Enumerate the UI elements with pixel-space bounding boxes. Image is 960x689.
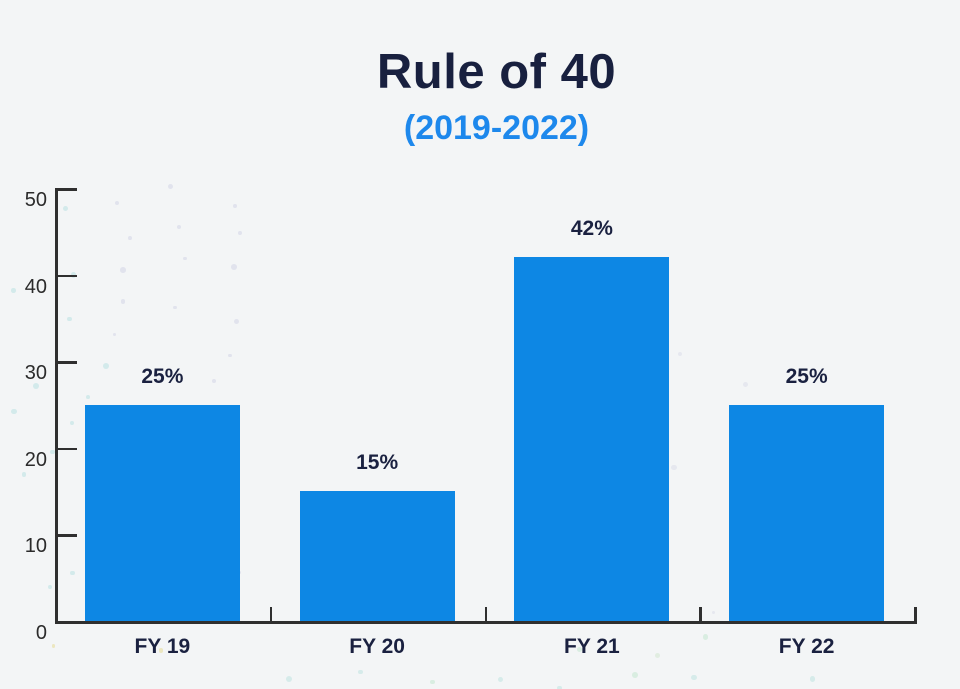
decorative-dot [120,266,127,273]
y-axis-tick-label: 30 [24,362,47,385]
y-axis-tick [55,274,77,278]
category-label: FY 20 [349,635,405,658]
decorative-dot [429,679,435,685]
decorative-dot [358,669,363,675]
y-axis-tick [55,361,77,364]
decorative-dot [576,647,582,653]
decorative-dot [632,672,638,678]
y-axis-line [55,188,58,624]
decorative-dot [677,351,683,357]
x-axis-tick [484,607,487,621]
decorative-dot [112,333,117,337]
decorative-dot [70,570,75,576]
decorative-dot [711,610,715,614]
category-label: FY 21 [564,635,620,658]
decorative-dot [654,653,660,658]
decorative-dot [237,231,242,236]
y-axis-tick-label: 20 [24,448,47,471]
x-axis-tick [914,607,917,621]
decorative-dot [168,184,174,190]
decorative-dot [115,200,120,205]
y-axis-tick [55,534,77,537]
category-label: FY 19 [134,635,191,658]
decorative-dot [11,288,16,293]
y-axis-tick-label: 10 [24,535,47,558]
decorative-dot [497,676,504,682]
decorative-dot [702,634,709,641]
bar [299,491,455,621]
bar [729,404,885,621]
y-axis-tick-label: 0 [35,622,47,644]
bar [84,404,240,621]
y-axis-tick-label: 40 [24,275,47,298]
decorative-dot [21,472,27,477]
decorative-dot [671,465,677,471]
y-axis-tick [55,188,77,191]
category-label: FY 22 [778,635,835,658]
bar-value-label: 42% [570,217,613,241]
decorative-dot [227,353,232,358]
decorative-dot [231,263,237,270]
decorative-dot [809,676,816,682]
decorative-dot [286,676,293,683]
decorative-dot [33,382,39,389]
decorative-dot [102,362,109,369]
decorative-dot [743,382,749,388]
decorative-dot [176,224,181,229]
y-axis-tick [55,447,77,451]
decorative-dot [157,377,161,382]
bar-value-label: 15% [356,451,399,475]
y-axis-tick-label: 50 [24,189,47,211]
decorative-dot [557,685,562,689]
decorative-dot [128,236,133,241]
bar-value-label: 25% [141,364,184,388]
decorative-dot [691,674,697,680]
bar [514,257,670,621]
x-axis-tick [269,607,273,621]
decorative-dot [67,316,72,322]
decorative-dot [50,449,55,454]
chart-title: Rule of 40 [376,45,617,99]
decorative-dot [233,318,239,324]
bar-value-label: 25% [785,364,828,388]
decorative-dot [120,299,126,304]
decorative-dot [63,205,69,211]
x-axis-line [55,621,917,624]
decorative-dot [233,204,237,208]
decorative-dot [173,305,177,310]
x-axis-tick [699,607,702,621]
decorative-dot [51,643,56,648]
decorative-dot [211,378,216,383]
decorative-dot [11,408,17,415]
chart-subtitle: (2019-2022) [403,109,590,147]
decorative-dot [48,584,53,589]
decorative-dot [158,647,164,653]
decorative-dot [183,257,187,261]
chart-header: Rule of 40 (2019-2022) [33,44,960,148]
decorative-dot [86,395,91,399]
decorative-dot [69,420,75,426]
